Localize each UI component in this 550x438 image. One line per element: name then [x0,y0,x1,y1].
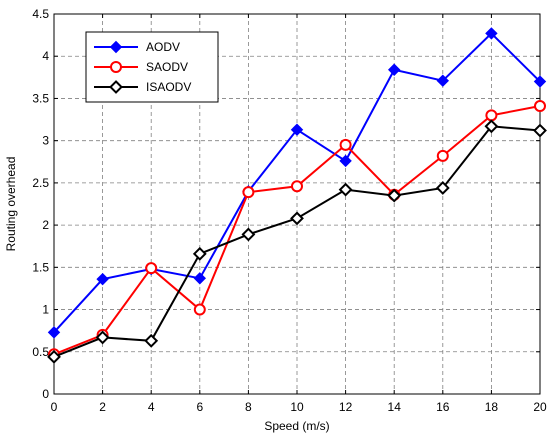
legend-marker [110,61,122,73]
data-point-isaodv [533,123,547,138]
y-tick-label: 2 [42,218,49,232]
data-point-isaodv [47,349,61,364]
legend-label: AODV [146,40,180,54]
data-point-saodv [534,100,546,113]
data-point-saodv [339,138,352,151]
y-tick-label: 3.5 [32,91,49,105]
data-point-aodv [339,154,352,168]
data-point-isaodv [144,333,159,348]
data-point-aodv [533,75,547,88]
x-tick-label: 0 [51,400,58,414]
y-tick-label: 1.5 [32,260,49,274]
x-tick-label: 18 [485,400,499,414]
data-point-isaodv [95,330,110,345]
legend-label: ISAODV [146,80,191,94]
data-point-aodv [47,326,61,339]
y-tick-label: 0 [42,387,49,401]
data-point-saodv [485,109,498,122]
legend-label: SAODV [146,60,188,74]
series-isaodv [47,119,547,364]
data-point-saodv [242,186,255,199]
data-point-aodv [193,272,207,285]
x-tick-label: 8 [245,400,252,414]
y-tick-label: 3 [42,134,49,148]
x-tick-label: 6 [196,400,203,414]
data-point-isaodv [290,211,304,226]
series [47,27,547,364]
y-tick-label: 2.5 [32,176,49,190]
legend-item-isaodv: ISAODV [94,80,191,94]
x-tick-label: 14 [388,400,402,414]
data-point-aodv [290,123,304,136]
data-point-isaodv [484,119,499,134]
data-point-aodv [96,272,109,286]
legend-item-aodv: AODV [94,40,180,54]
legend-item-saodv: SAODV [94,60,188,74]
data-point-isaodv [435,181,450,195]
data-point-saodv [193,303,206,316]
x-tick-label: 2 [99,400,106,414]
series-saodv [48,100,546,361]
data-point-isaodv [338,182,353,197]
data-point-saodv [436,149,449,162]
x-tick-label: 20 [533,400,547,414]
x-tick-label: 16 [436,400,450,414]
data-point-isaodv [192,246,207,261]
y-tick-label: 1 [42,303,49,317]
data-point-saodv [291,180,303,193]
legend-marker [109,80,123,94]
y-tick-label: 4 [42,49,49,63]
y-axis-title: Routing overhead [4,157,18,252]
x-axis-title: Speed (m/s) [264,419,329,433]
x-tick-label: 12 [339,400,353,414]
axis-ticks: 0 2 4 6 8 10 12 14 16 18 20 0 0.5 1 1.5 2 2.5 3 3.5 4 4.5 [32,7,547,414]
data-point-isaodv [241,227,256,242]
x-tick-label: 4 [148,400,155,414]
data-point-saodv [145,262,158,275]
data-point-aodv [387,63,401,76]
legend-marker [109,40,123,54]
data-point-aodv [436,74,450,87]
y-tick-label: 0.5 [32,345,49,359]
x-tick-label: 10 [290,400,304,414]
legend: AODV SAODV ISAODV [85,31,219,103]
data-point-isaodv [387,188,402,203]
data-point-aodv [485,27,498,40]
y-tick-label: 4.5 [32,7,49,21]
